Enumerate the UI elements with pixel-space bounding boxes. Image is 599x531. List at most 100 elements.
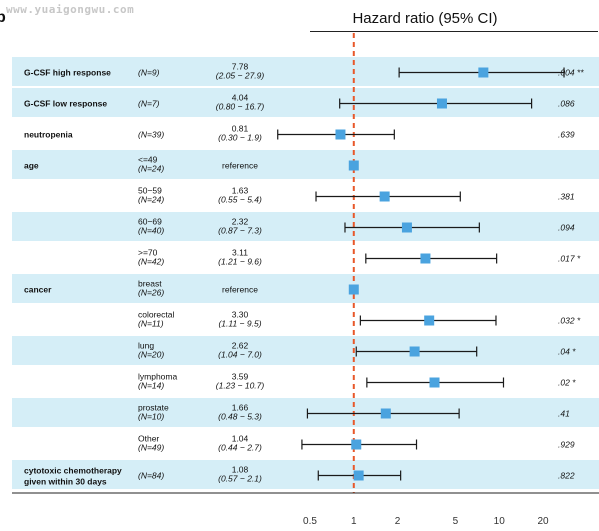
row-ci-value: (1.23 − 10.7)	[216, 381, 265, 391]
row-band	[12, 398, 599, 427]
row-hr-value: 3.59	[232, 372, 249, 382]
row-sublabel: >=70	[138, 248, 158, 258]
row-band	[12, 150, 599, 179]
row-n: (N=39)	[138, 130, 164, 140]
row-band	[12, 336, 599, 365]
row-p-value: .822	[558, 471, 575, 481]
row-ci-value: (0.44 − 2.7)	[218, 443, 262, 453]
row-p-value: .02 *	[558, 378, 576, 388]
row-n: (N=40)	[138, 226, 164, 236]
row-hr-value: 4.04	[232, 93, 249, 103]
x-tick-label: 1	[351, 516, 357, 527]
row-p-value: .04 *	[558, 347, 576, 357]
hr-marker	[424, 315, 435, 326]
row-n: (N=11)	[138, 319, 164, 329]
row-group-label: age	[24, 161, 39, 171]
hr-marker	[401, 222, 412, 233]
row-group-label: G-CSF high response	[24, 68, 111, 78]
hr-marker	[348, 160, 359, 171]
watermark: www.yuaigongwu.com	[6, 3, 135, 16]
hr-marker	[420, 253, 431, 264]
row-p-value: .017 *	[558, 254, 581, 264]
row-p-value: .381	[558, 192, 575, 202]
row-ci-value: (0.30 − 1.9)	[218, 133, 262, 143]
row-p-value: .004 **	[558, 68, 584, 78]
row-ci-value: (0.48 − 5.3)	[218, 412, 262, 422]
row-group-label: neutropenia	[24, 130, 73, 140]
row-n: (N=7)	[138, 99, 160, 109]
row-n: (N=24)	[138, 195, 164, 205]
row-sublabel: breast	[138, 279, 162, 289]
row-n: (N=20)	[138, 350, 164, 360]
row-p-value: .639	[558, 130, 575, 140]
row-p-value: .086	[558, 99, 575, 109]
row-band	[12, 274, 599, 303]
header-rule	[310, 31, 598, 32]
row-p-value: .41	[558, 409, 570, 419]
row-sublabel: colorectal	[138, 310, 174, 320]
row-p-value: .929	[558, 440, 575, 450]
row-hr-value: 3.11	[232, 248, 248, 258]
hr-marker	[353, 470, 364, 481]
row-sublabel: lung	[138, 341, 154, 351]
row-group-label: G-CSF low response	[24, 99, 107, 109]
hr-marker	[380, 408, 391, 419]
hr-marker	[478, 67, 489, 78]
row-n: (N=10)	[138, 412, 164, 422]
row-ci-value: (0.80 − 16.7)	[216, 102, 265, 112]
x-tick-label: 20	[537, 516, 549, 527]
row-hr-value: reference	[222, 285, 258, 295]
row-hr-value: 0.81	[232, 124, 249, 134]
row-hr-value: 1.66	[232, 403, 249, 413]
row-p-value: .094	[558, 223, 575, 233]
row-group-label: given within 30 days	[24, 477, 107, 487]
row-band	[12, 57, 599, 86]
row-n: (N=14)	[138, 381, 164, 391]
hr-marker	[335, 129, 346, 140]
x-tick-label: 5	[453, 516, 459, 527]
row-hr-value: reference	[222, 161, 258, 171]
hr-marker	[379, 191, 390, 202]
row-hr-value: 3.30	[232, 310, 249, 320]
row-ci-value: (0.57 − 2.1)	[218, 474, 262, 484]
row-sublabel: 60−69	[138, 217, 162, 227]
x-tick-label: 2	[395, 516, 401, 527]
row-hr-value: 1.63	[232, 186, 249, 196]
row-n: (N=26)	[138, 288, 164, 298]
x-tick-label: 0.5	[303, 516, 317, 527]
row-ci-value: (2.05 − 27.9)	[216, 71, 265, 81]
hr-marker	[429, 377, 440, 388]
row-ci-value: (0.55 − 5.4)	[218, 195, 262, 205]
row-n: (N=24)	[138, 164, 164, 174]
row-ci-value: (1.21 − 9.6)	[218, 257, 262, 267]
row-sublabel: <=49	[138, 155, 158, 165]
hr-marker	[436, 98, 447, 109]
row-band	[12, 460, 599, 489]
row-n: (N=84)	[138, 471, 164, 481]
row-band	[12, 212, 599, 241]
row-ci-value: (1.11 − 9.5)	[218, 319, 261, 329]
row-p-value: .032 *	[558, 316, 581, 326]
row-group-label: cytotoxic chemotherapy	[24, 466, 122, 476]
panel-letter: b	[0, 9, 6, 26]
row-sublabel: lymphoma	[138, 372, 177, 382]
hr-marker	[351, 439, 362, 450]
row-hr-value: 1.04	[232, 434, 249, 444]
hr-marker	[409, 346, 420, 357]
row-ci-value: (1.04 − 7.0)	[218, 350, 262, 360]
row-sublabel: prostate	[138, 403, 169, 413]
row-n: (N=9)	[138, 68, 160, 78]
row-hr-value: 1.08	[232, 465, 249, 475]
row-hr-value: 2.62	[232, 341, 249, 351]
hr-marker	[348, 284, 359, 295]
row-ci-value: (0.87 − 7.3)	[218, 226, 262, 236]
row-sublabel: 50−59	[138, 186, 162, 196]
row-band	[12, 88, 599, 117]
row-hr-value: 2.32	[232, 217, 249, 227]
row-sublabel: Other	[138, 434, 159, 444]
row-group-label: cancer	[24, 285, 52, 295]
x-tick-label: 10	[494, 516, 506, 527]
chart-title: Hazard ratio (95% CI)	[352, 10, 498, 27]
row-n: (N=49)	[138, 443, 164, 453]
